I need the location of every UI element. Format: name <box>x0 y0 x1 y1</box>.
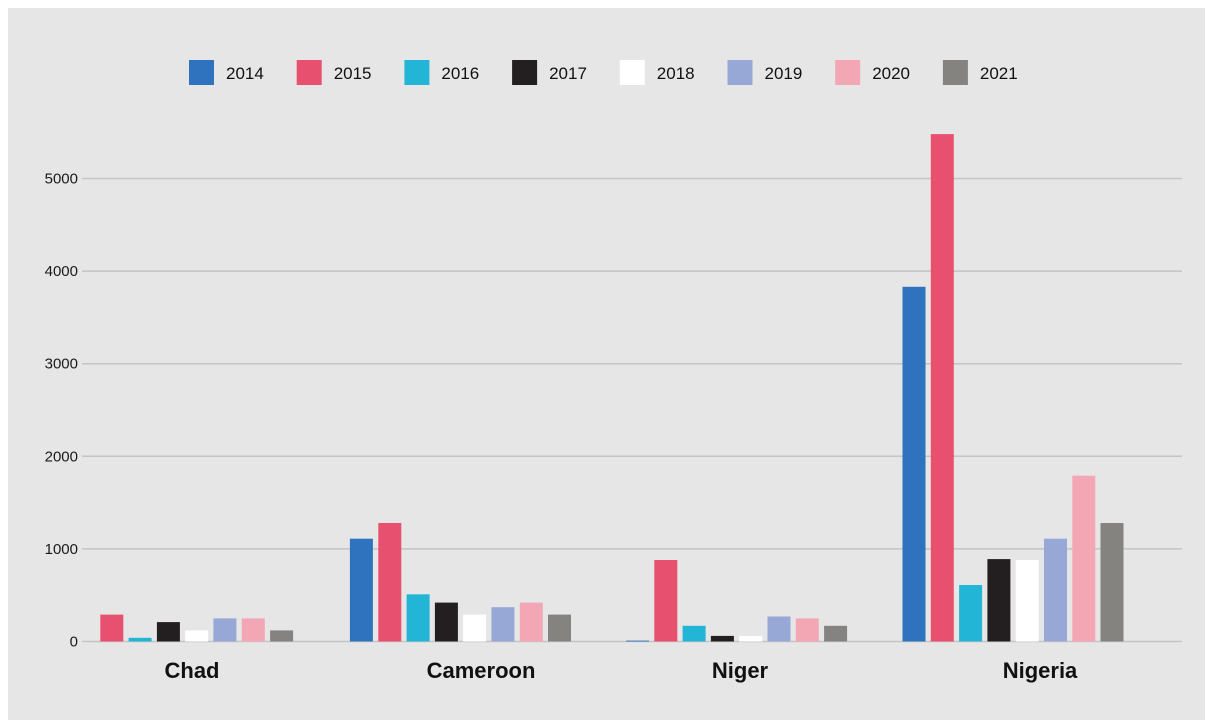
y-tick-label: 4000 <box>45 263 78 280</box>
legend-swatch <box>512 60 537 85</box>
bar-chad-2021 <box>270 630 293 641</box>
bar-nigeria-2014 <box>903 287 926 642</box>
bar-cameroon-2020 <box>520 603 543 642</box>
legend-item-2014: 2014 <box>189 60 264 85</box>
legend-item-2016: 2016 <box>404 60 479 85</box>
x-category-label: Niger <box>712 658 769 683</box>
bar-chad-2016 <box>129 638 152 642</box>
bar-cameroon-2015 <box>378 523 401 642</box>
y-tick-label: 5000 <box>45 171 78 188</box>
bar-cameroon-2014 <box>350 539 373 642</box>
legend-swatch <box>835 60 860 85</box>
bar-niger-2020 <box>796 618 819 641</box>
bar-group-niger <box>626 560 847 642</box>
legend-label: 2021 <box>980 64 1018 83</box>
x-category-label: Nigeria <box>1003 658 1078 683</box>
legend: 2014 2015 2016 2017 2018 2019 2020 2021 <box>189 60 1018 85</box>
legend-swatch <box>189 60 214 85</box>
bar-niger-2015 <box>654 560 677 642</box>
y-tick-label: 0 <box>70 634 78 651</box>
bar-nigeria-2016 <box>959 585 982 642</box>
legend-label: 2014 <box>226 64 264 83</box>
bars <box>100 134 1123 641</box>
bar-nigeria-2017 <box>987 559 1010 641</box>
legend-label: 2016 <box>441 64 479 83</box>
legend-item-2019: 2019 <box>728 60 803 85</box>
bar-cameroon-2018 <box>463 615 486 642</box>
bar-niger-2016 <box>683 626 706 642</box>
bar-chad-2015 <box>100 615 123 642</box>
legend-swatch <box>297 60 322 85</box>
x-axis: Chad Cameroon Niger Nigeria <box>165 658 1079 683</box>
bar-group-cameroon <box>350 523 571 642</box>
legend-label: 2015 <box>334 64 372 83</box>
bar-nigeria-2018 <box>1016 560 1039 642</box>
legend-item-2018: 2018 <box>620 60 695 85</box>
chart-panel: 2014 2015 2016 2017 2018 2019 2020 2021 0 1000 20… <box>8 8 1205 720</box>
bar-cameroon-2017 <box>435 603 458 642</box>
bar-niger-2017 <box>711 636 734 642</box>
x-category-label: Chad <box>165 658 220 683</box>
legend-label: 2018 <box>657 64 695 83</box>
y-tick-label: 3000 <box>45 356 78 373</box>
bar-nigeria-2021 <box>1101 523 1124 642</box>
bar-cameroon-2019 <box>491 607 514 641</box>
bar-chad-2017 <box>157 622 180 641</box>
bar-nigeria-2015 <box>931 134 954 641</box>
y-tick-label: 1000 <box>45 541 78 558</box>
y-axis: 0 1000 2000 3000 4000 5000 <box>45 171 78 651</box>
bar-niger-2019 <box>768 617 791 642</box>
bar-niger-2018 <box>739 636 762 642</box>
legend-item-2015: 2015 <box>297 60 372 85</box>
legend-swatch <box>943 60 968 85</box>
legend-label: 2020 <box>872 64 910 83</box>
bar-group-chad <box>100 615 293 642</box>
legend-swatch <box>404 60 429 85</box>
legend-item-2020: 2020 <box>835 60 910 85</box>
bar-cameroon-2021 <box>548 615 571 642</box>
bar-chad-2019 <box>213 618 236 641</box>
legend-swatch <box>728 60 753 85</box>
bar-cameroon-2016 <box>407 594 430 641</box>
legend-item-2021: 2021 <box>943 60 1018 85</box>
legend-swatch <box>620 60 645 85</box>
bar-nigeria-2020 <box>1072 476 1095 642</box>
legend-label: 2017 <box>549 64 587 83</box>
legend-item-2017: 2017 <box>512 60 587 85</box>
bar-niger-2014 <box>626 641 649 642</box>
bar-chad-2018 <box>185 630 208 641</box>
x-category-label: Cameroon <box>427 658 536 683</box>
bar-group-nigeria <box>903 134 1124 641</box>
bar-chart: 2014 2015 2016 2017 2018 2019 2020 2021 0 1000 20… <box>8 8 1205 720</box>
y-tick-label: 2000 <box>45 448 78 465</box>
legend-label: 2019 <box>765 64 803 83</box>
bar-nigeria-2019 <box>1044 539 1067 642</box>
bar-chad-2020 <box>242 618 265 641</box>
bar-niger-2021 <box>824 626 847 642</box>
